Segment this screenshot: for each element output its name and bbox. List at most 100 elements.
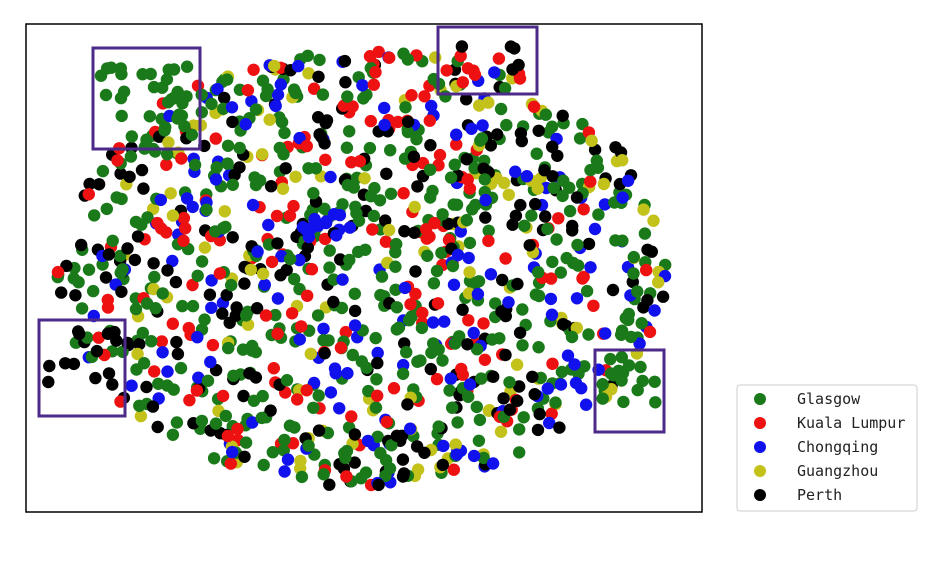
- point-perth: [146, 400, 160, 413]
- point-kuala-lumpur: [151, 216, 164, 230]
- point-perth: [237, 389, 250, 403]
- point-kuala-lumpur: [345, 410, 358, 423]
- point-chongqing: [502, 296, 515, 309]
- point-glasgow: [399, 101, 412, 114]
- point-glasgow: [368, 181, 381, 195]
- point-glasgow: [156, 287, 169, 300]
- point-glasgow: [277, 444, 290, 457]
- point-guangzhou: [304, 347, 317, 360]
- point-glasgow: [195, 414, 209, 428]
- point-kuala-lumpur: [51, 265, 65, 279]
- point-guangzhou: [616, 154, 629, 167]
- point-glasgow: [161, 379, 174, 392]
- point-glasgow: [348, 287, 361, 300]
- point-perth: [479, 211, 492, 224]
- point-chongqing: [125, 379, 138, 392]
- point-kuala-lumpur: [287, 199, 300, 213]
- point-glasgow: [532, 341, 545, 354]
- point-perth: [312, 70, 325, 84]
- point-glasgow: [421, 249, 434, 262]
- point-perth: [557, 318, 570, 331]
- point-perth: [348, 304, 362, 318]
- point-kuala-lumpur: [544, 272, 558, 285]
- point-perth: [436, 458, 449, 472]
- point-glasgow: [269, 308, 282, 322]
- point-guangzhou: [382, 223, 396, 237]
- point-glasgow: [604, 352, 617, 366]
- point-perth: [348, 456, 361, 469]
- point-chongqing: [333, 402, 346, 415]
- point-chongqing: [397, 358, 410, 372]
- point-kuala-lumpur: [101, 293, 115, 307]
- point-glasgow: [106, 234, 119, 247]
- point-glasgow: [280, 374, 294, 387]
- point-kuala-lumpur: [82, 188, 96, 201]
- legend-item-glasgow: Glasgow: [754, 390, 861, 408]
- point-glasgow: [221, 157, 234, 170]
- point-glasgow: [221, 139, 235, 152]
- point-glasgow: [513, 423, 526, 436]
- point-chongqing: [378, 118, 391, 132]
- point-kuala-lumpur: [241, 84, 255, 97]
- point-glasgow: [627, 250, 640, 264]
- point-perth: [539, 210, 552, 223]
- point-chongqing: [204, 355, 217, 369]
- point-kuala-lumpur: [318, 232, 332, 246]
- point-guangzhou: [652, 276, 665, 289]
- point-kuala-lumpur: [155, 335, 168, 348]
- point-chongqing: [292, 59, 305, 73]
- point-perth: [401, 398, 414, 411]
- point-chongqing: [328, 362, 342, 375]
- point-glasgow: [311, 309, 325, 322]
- point-perth: [301, 241, 314, 254]
- point-glasgow: [162, 96, 175, 109]
- point-glasgow: [518, 219, 531, 232]
- point-kuala-lumpur: [468, 68, 482, 82]
- point-kuala-lumpur: [186, 278, 199, 292]
- point-glasgow: [94, 69, 108, 82]
- point-glasgow: [359, 243, 372, 256]
- point-perth: [327, 295, 340, 309]
- point-perth: [497, 392, 510, 405]
- point-perth: [503, 403, 517, 416]
- point-glasgow: [547, 181, 560, 195]
- point-guangzhou: [531, 182, 544, 195]
- point-kuala-lumpur: [456, 368, 469, 381]
- point-kuala-lumpur: [499, 252, 512, 265]
- point-glasgow: [436, 208, 449, 221]
- point-glasgow: [498, 82, 512, 95]
- point-glasgow: [627, 267, 640, 280]
- point-glasgow: [385, 439, 398, 452]
- point-glasgow: [200, 203, 213, 216]
- point-glasgow: [573, 132, 587, 145]
- point-glasgow: [343, 253, 356, 267]
- point-kuala-lumpur: [166, 317, 179, 330]
- point-guangzhou: [134, 409, 148, 423]
- point-perth: [606, 283, 620, 297]
- point-perth: [137, 182, 150, 195]
- point-glasgow: [563, 181, 576, 194]
- point-glasgow: [468, 162, 481, 175]
- point-glasgow: [436, 354, 449, 367]
- point-perth: [553, 421, 566, 434]
- point-glasgow: [220, 73, 234, 86]
- point-perth: [546, 140, 559, 153]
- point-glasgow: [309, 162, 323, 175]
- point-perth: [372, 478, 385, 492]
- point-glasgow: [175, 109, 189, 123]
- point-chongqing: [543, 416, 556, 430]
- point-perth: [73, 327, 86, 341]
- point-glasgow: [195, 106, 208, 119]
- point-perth: [456, 303, 469, 316]
- point-kuala-lumpur: [447, 463, 460, 476]
- point-guangzhou: [218, 205, 231, 218]
- point-glasgow: [99, 88, 113, 102]
- point-perth: [528, 388, 541, 401]
- point-glasgow: [604, 367, 618, 380]
- point-glasgow: [114, 266, 127, 279]
- point-perth: [42, 375, 55, 389]
- point-kuala-lumpur: [339, 325, 352, 339]
- point-glasgow: [532, 266, 545, 279]
- point-perth: [128, 253, 142, 267]
- point-chongqing: [293, 131, 306, 145]
